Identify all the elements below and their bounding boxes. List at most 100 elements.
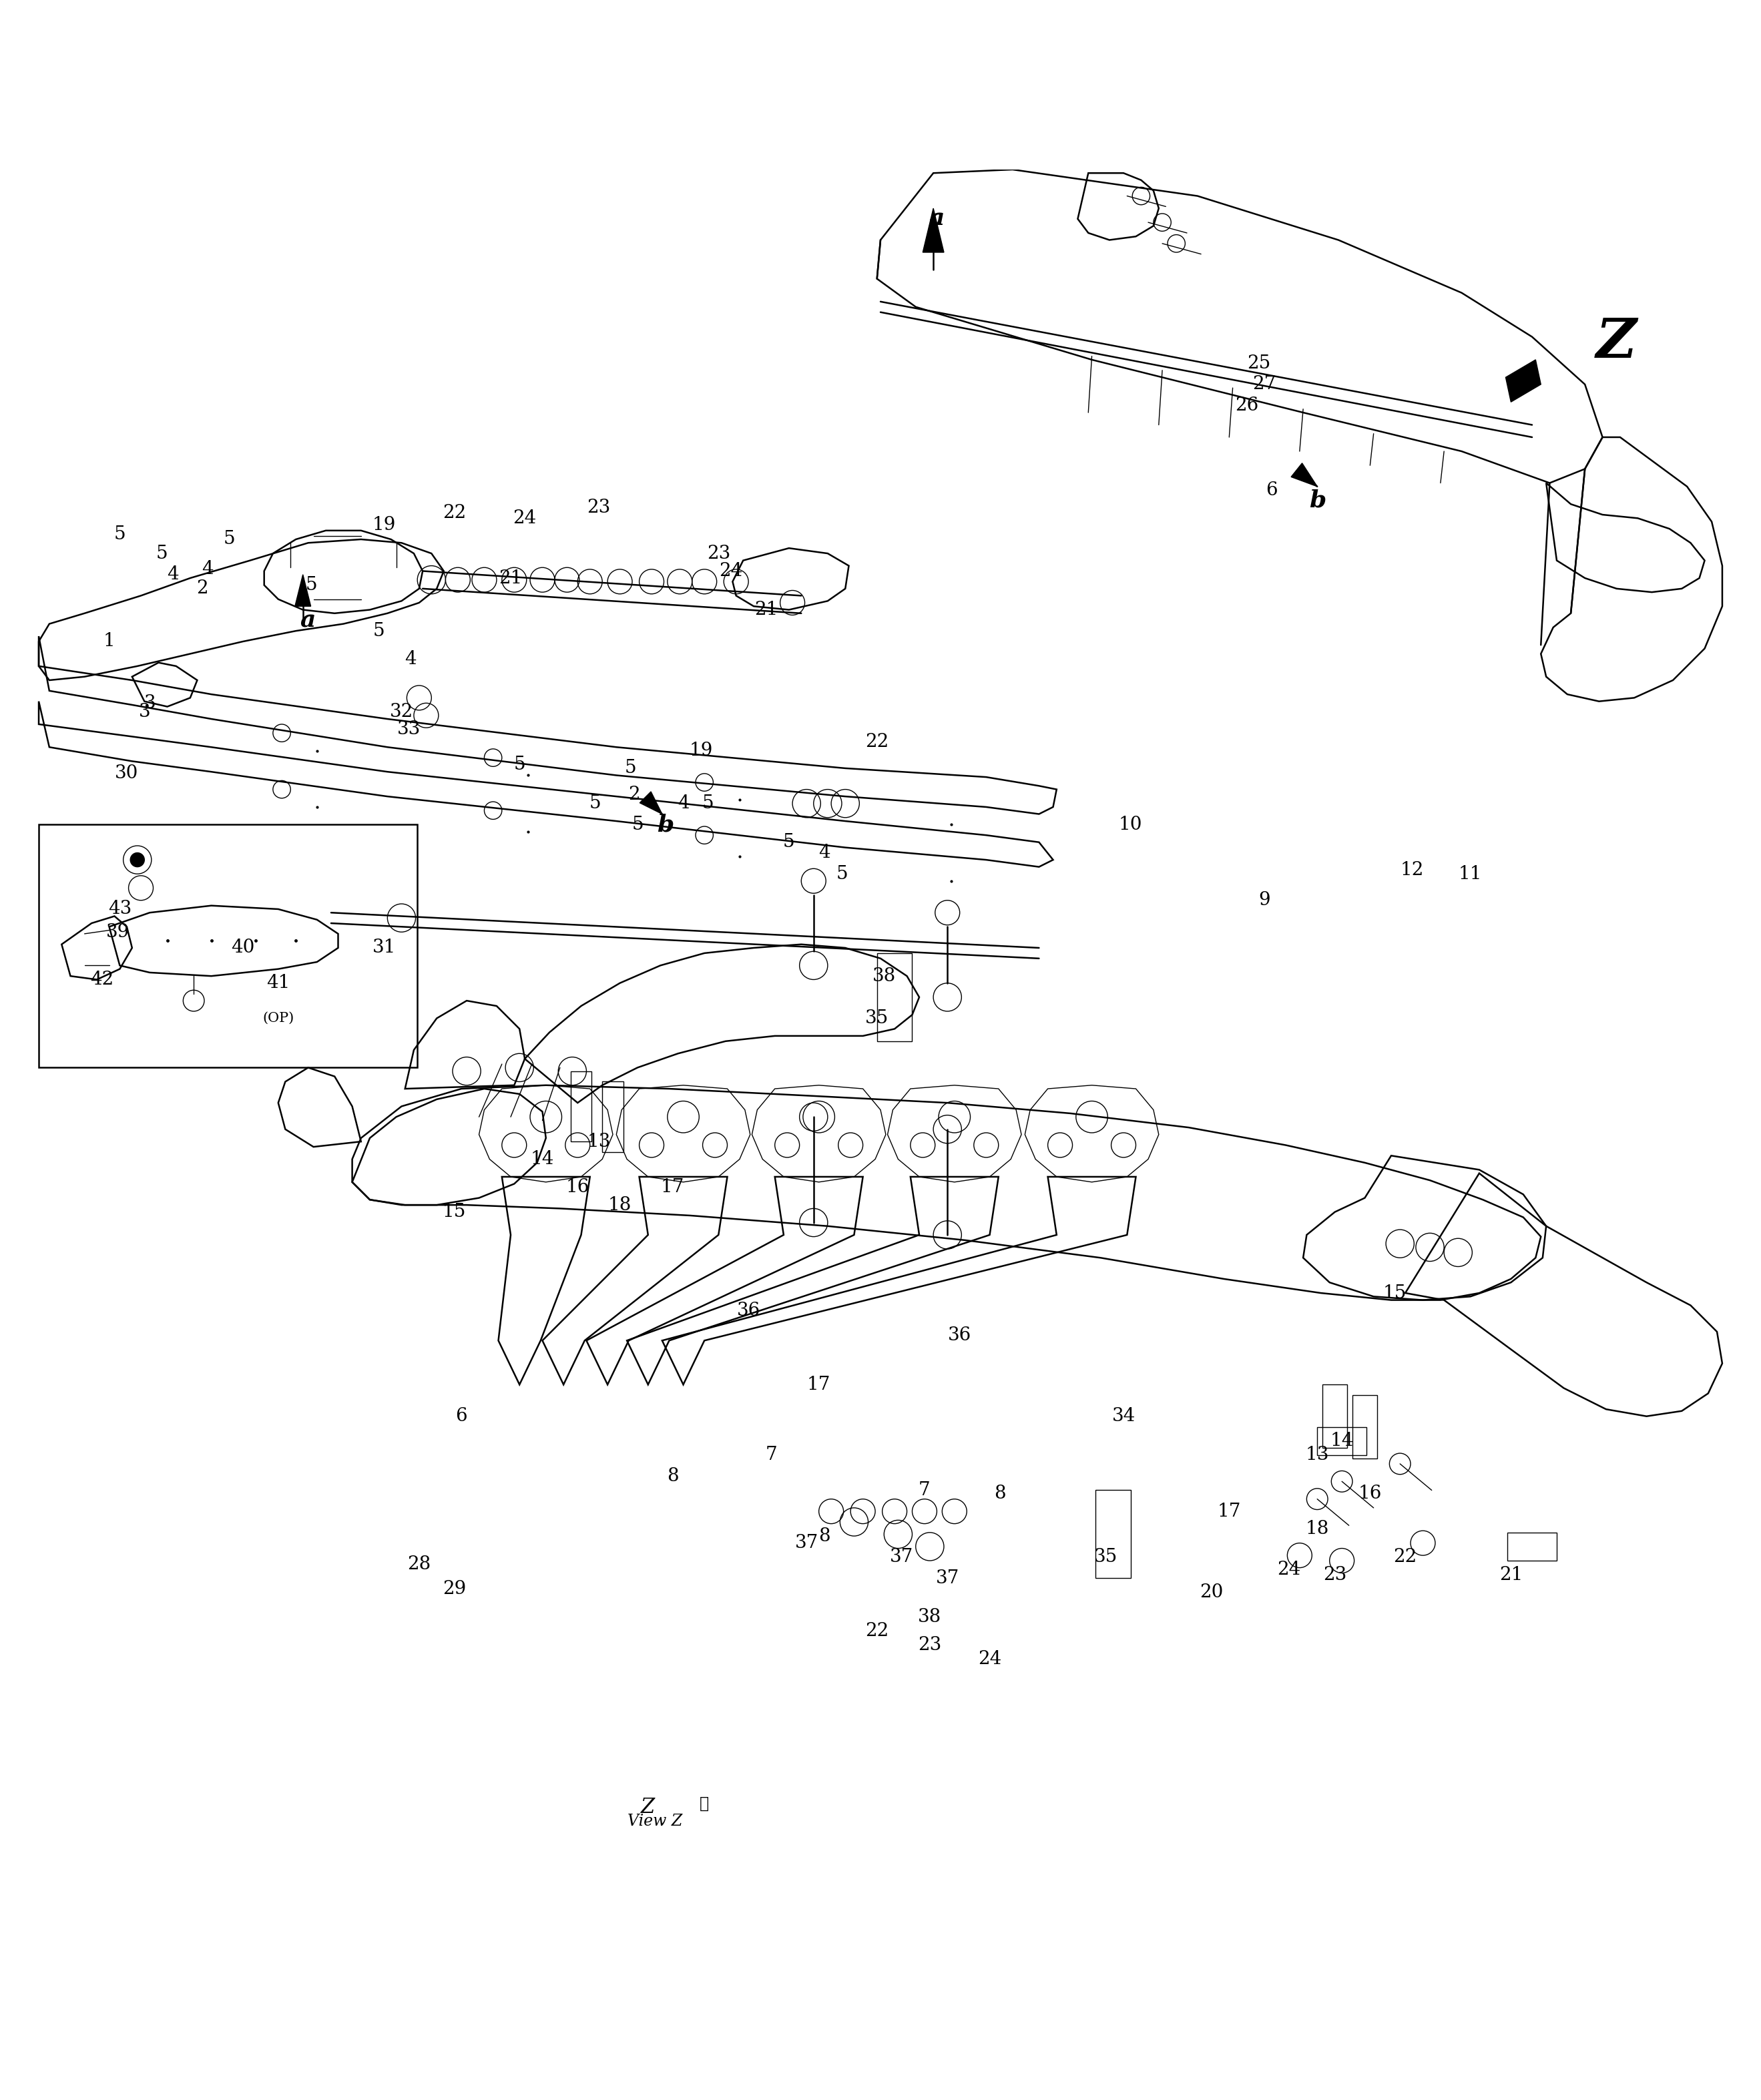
Text: 40: 40	[231, 939, 255, 958]
Text: 2: 2	[197, 580, 208, 598]
Text: 38: 38	[917, 1609, 942, 1625]
Text: 14: 14	[530, 1151, 555, 1168]
Text: 30: 30	[114, 764, 139, 783]
Bar	[1352, 1394, 1377, 1459]
Text: 5: 5	[306, 575, 317, 594]
Text: 31: 31	[372, 939, 396, 958]
Text: 5: 5	[625, 760, 636, 777]
Text: 20: 20	[1199, 1583, 1224, 1602]
Text: 37: 37	[794, 1533, 819, 1552]
Text: 7: 7	[766, 1447, 777, 1464]
Text: 4: 4	[167, 565, 178, 584]
Text: 2: 2	[629, 785, 639, 804]
Text: 42: 42	[90, 970, 114, 989]
Text: View Z: View Z	[627, 1814, 683, 1829]
Text: 37: 37	[935, 1569, 960, 1588]
Text: 21: 21	[498, 569, 523, 588]
Polygon shape	[639, 792, 662, 815]
Text: 11: 11	[1458, 865, 1483, 882]
Text: 15: 15	[1382, 1283, 1407, 1302]
Text: 17: 17	[660, 1178, 685, 1197]
Text: a: a	[301, 609, 315, 632]
Text: 13: 13	[586, 1132, 611, 1151]
Text: 5: 5	[114, 525, 125, 544]
Text: 3: 3	[144, 695, 155, 712]
Text: 35: 35	[1094, 1548, 1118, 1567]
Bar	[1507, 1533, 1557, 1560]
Text: 26: 26	[1234, 397, 1259, 414]
Text: 27: 27	[1252, 376, 1277, 393]
Text: 29: 29	[442, 1579, 467, 1598]
Polygon shape	[1506, 359, 1541, 401]
Text: 41: 41	[266, 974, 291, 991]
Text: 21: 21	[754, 601, 778, 620]
Text: 21: 21	[1499, 1567, 1523, 1583]
Text: 12: 12	[1400, 861, 1425, 880]
Polygon shape	[923, 208, 944, 252]
Text: 22: 22	[442, 504, 467, 523]
Text: 5: 5	[632, 815, 643, 834]
Text: 22: 22	[1393, 1548, 1418, 1567]
Text: 1: 1	[104, 632, 114, 651]
Text: 28: 28	[407, 1556, 431, 1573]
Text: 32: 32	[389, 704, 414, 720]
Text: 5: 5	[703, 794, 713, 813]
Text: 6: 6	[456, 1407, 467, 1426]
Text: 4: 4	[203, 561, 213, 578]
Text: 34: 34	[1111, 1407, 1136, 1426]
Text: 33: 33	[396, 720, 421, 739]
Text: (OP): (OP)	[262, 1012, 294, 1025]
Text: 19: 19	[372, 517, 396, 533]
Polygon shape	[1291, 464, 1317, 487]
Text: 14: 14	[1330, 1432, 1354, 1449]
Text: Z: Z	[641, 1798, 655, 1816]
Text: 22: 22	[865, 1621, 889, 1640]
Text: 5: 5	[157, 544, 167, 563]
Text: 8: 8	[667, 1468, 678, 1485]
Text: 23: 23	[1323, 1567, 1347, 1583]
Text: 38: 38	[872, 966, 896, 985]
Text: 23: 23	[586, 498, 611, 517]
Text: 43: 43	[107, 901, 132, 918]
Text: 36: 36	[947, 1327, 972, 1344]
Text: 24: 24	[977, 1651, 1002, 1667]
Polygon shape	[294, 575, 310, 607]
Bar	[1095, 1491, 1131, 1579]
Bar	[1323, 1384, 1347, 1449]
Text: 8: 8	[995, 1485, 1006, 1504]
Text: 4: 4	[405, 651, 416, 668]
Text: 8: 8	[819, 1527, 829, 1546]
Bar	[39, 825, 417, 1067]
Text: 17: 17	[1217, 1501, 1242, 1520]
Text: 9: 9	[1259, 890, 1270, 909]
Text: 35: 35	[865, 1010, 889, 1027]
Text: 6: 6	[1266, 481, 1277, 500]
Text: 25: 25	[1247, 355, 1271, 372]
Text: 36: 36	[736, 1302, 761, 1319]
Text: 18: 18	[1305, 1520, 1330, 1537]
Circle shape	[130, 853, 144, 867]
Text: 16: 16	[565, 1178, 590, 1197]
Text: b: b	[1308, 489, 1326, 512]
Text: 23: 23	[706, 544, 731, 563]
Text: b: b	[657, 813, 674, 836]
Text: 拡: 拡	[699, 1795, 710, 1812]
Text: 24: 24	[718, 563, 743, 580]
Text: 24: 24	[512, 508, 537, 527]
Text: 5: 5	[590, 794, 601, 813]
Text: 4: 4	[678, 794, 689, 813]
Text: 18: 18	[608, 1195, 632, 1214]
Text: 13: 13	[1305, 1447, 1330, 1464]
Text: 23: 23	[917, 1636, 942, 1655]
Text: Z: Z	[1595, 315, 1638, 370]
Text: 19: 19	[689, 741, 713, 760]
Bar	[1317, 1426, 1367, 1455]
Text: 5: 5	[514, 756, 525, 773]
Text: 10: 10	[1118, 815, 1143, 834]
Text: 22: 22	[865, 733, 889, 752]
Text: 5: 5	[784, 834, 794, 850]
Text: a: a	[930, 208, 944, 231]
Text: 4: 4	[819, 844, 829, 861]
Bar	[877, 953, 912, 1042]
Text: 39: 39	[106, 924, 130, 941]
